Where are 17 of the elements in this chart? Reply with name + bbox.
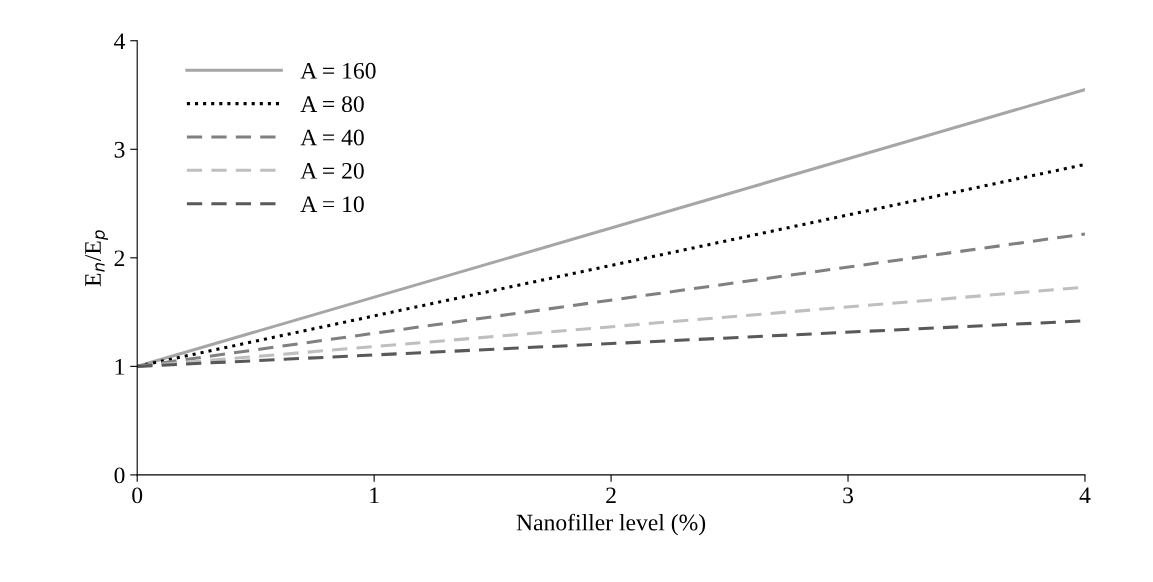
- x-tick-label: 3: [843, 487, 854, 504]
- legend-label: A = 10: [300, 196, 364, 213]
- x-tick-label: 1: [370, 487, 379, 504]
- legend-label: A = 160: [300, 62, 376, 79]
- x-axis-title: Nanofiller level (%): [516, 513, 706, 536]
- x-tick-label: 2: [606, 487, 616, 504]
- legend-label: A = 20: [300, 162, 364, 179]
- x-tick-label: 4: [1079, 487, 1091, 504]
- y-tick-label: 4: [114, 33, 126, 49]
- y-tick-label: 2: [114, 250, 125, 267]
- y-tick-label: 1: [115, 358, 124, 375]
- legend-label: A = 40: [300, 129, 364, 146]
- y-tick-label: 0: [114, 467, 125, 484]
- y-axis-title: E$_{n}$/E$_{p}$: [85, 230, 109, 287]
- x-tick-label: 0: [132, 487, 143, 504]
- y-tick-label: 3: [114, 141, 125, 158]
- legend-label: A = 80: [300, 96, 364, 113]
